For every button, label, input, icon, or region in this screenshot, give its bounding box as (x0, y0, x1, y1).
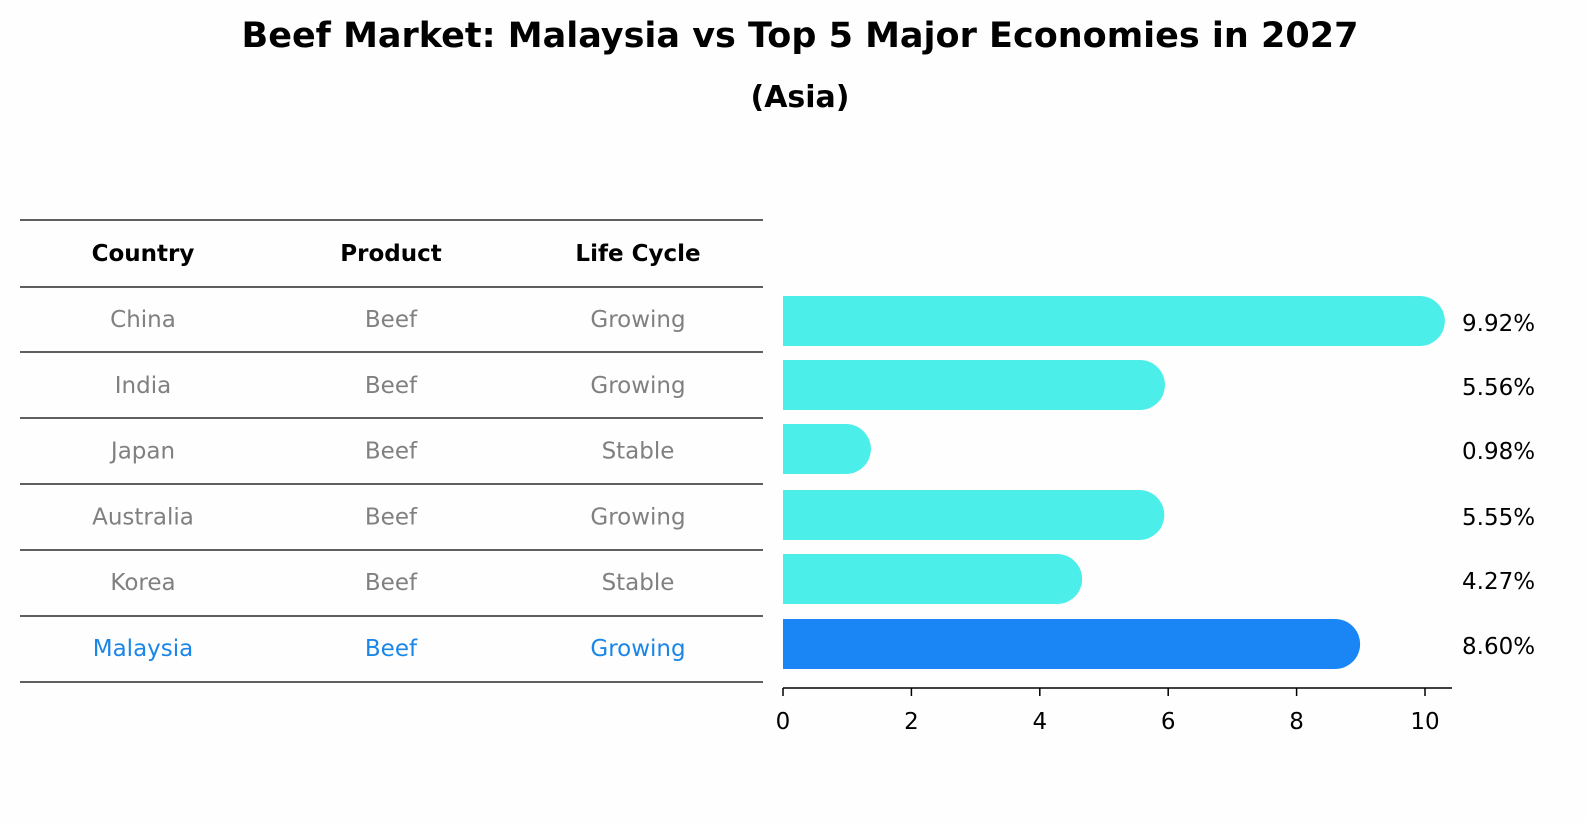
table-cell: Malaysia (93, 636, 194, 662)
x-tick-label: 2 (904, 709, 919, 735)
table-cell: Stable (602, 439, 675, 465)
table-cell: Australia (92, 504, 194, 530)
x-tick-label: 6 (1161, 709, 1176, 735)
table-cell: Beef (365, 570, 418, 596)
table-cell: Beef (365, 636, 418, 662)
table-header: Product (340, 241, 441, 267)
table-cell: Japan (109, 439, 175, 465)
value-label: 8.60% (1462, 634, 1535, 660)
table-cell: Beef (365, 307, 418, 333)
bar-japan (783, 424, 871, 474)
x-tick-label: 10 (1410, 709, 1439, 735)
bar-india (783, 360, 1165, 410)
value-label: 4.27% (1462, 569, 1535, 595)
table-cell: Growing (590, 504, 685, 530)
table-header: Life Cycle (575, 241, 700, 267)
table-cell: India (115, 373, 171, 399)
bar-korea (783, 554, 1083, 604)
bar-china (783, 296, 1445, 346)
table-cell: Beef (365, 504, 418, 530)
value-label: 0.98% (1462, 439, 1535, 465)
x-tick-label: 8 (1289, 709, 1304, 735)
table-cell: Beef (365, 439, 418, 465)
table-header: Country (92, 241, 195, 267)
bar-australia (783, 490, 1165, 540)
table-cell: Stable (602, 570, 675, 596)
table-cell: Beef (365, 373, 418, 399)
table-cell: China (110, 307, 176, 333)
bar-malaysia (783, 619, 1361, 669)
table-cell: Growing (590, 373, 685, 399)
table-cell: Growing (590, 636, 685, 662)
value-label: 5.56% (1462, 375, 1535, 401)
value-label: 9.92% (1462, 311, 1535, 337)
table-cell: Korea (110, 570, 175, 596)
x-tick-label: 4 (1032, 709, 1047, 735)
chart-title: Beef Market: Malaysia vs Top 5 Major Eco… (241, 16, 1359, 56)
x-tick-label: 0 (776, 709, 791, 735)
value-label: 5.55% (1462, 505, 1535, 531)
chart-subtitle: (Asia) (750, 80, 850, 115)
table-cell: Growing (590, 307, 685, 333)
